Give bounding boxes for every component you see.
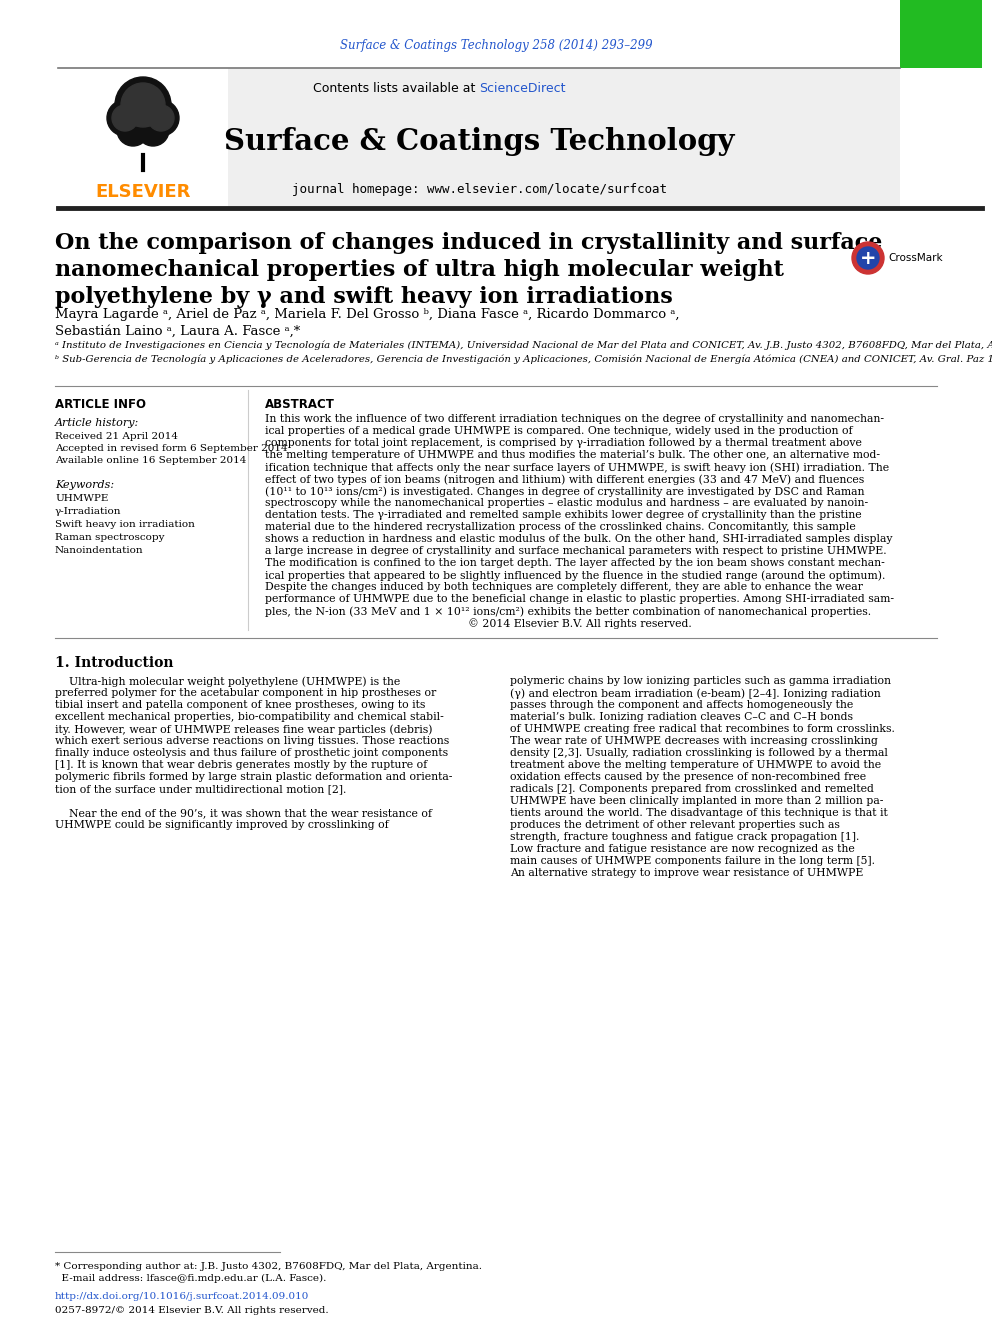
Text: ples, the N-ion (33 MeV and 1 × 10¹² ions/cm²) exhibits the better combination o: ples, the N-ion (33 MeV and 1 × 10¹² ion… [265,606,871,617]
Text: [1]. It is known that wear debris generates mostly by the rupture of: [1]. It is known that wear debris genera… [55,759,428,770]
Text: ᵇ Sub-Gerencia de Tecnología y Aplicaciones de Aceleradores, Gerencia de Investi: ᵇ Sub-Gerencia de Tecnología y Aplicacio… [55,355,992,365]
Text: the melting temperature of UHMWPE and thus modifies the material’s bulk. The oth: the melting temperature of UHMWPE and th… [265,450,880,460]
Text: ABSTRACT: ABSTRACT [265,398,335,411]
Text: ELSEVIER: ELSEVIER [95,183,190,201]
FancyBboxPatch shape [900,0,982,67]
Text: +: + [860,249,876,267]
Circle shape [137,114,169,146]
Text: http://dx.doi.org/10.1016/j.surfcoat.2014.09.010: http://dx.doi.org/10.1016/j.surfcoat.201… [55,1293,310,1301]
Text: Article history:: Article history: [55,418,139,429]
FancyBboxPatch shape [58,67,228,208]
Text: produces the detriment of other relevant properties such as: produces the detriment of other relevant… [510,820,840,830]
Text: (10¹¹ to 10¹³ ions/cm²) is investigated. Changes in degree of crystallinity are : (10¹¹ to 10¹³ ions/cm²) is investigated.… [265,486,864,496]
Text: © 2014 Elsevier B.V. All rights reserved.: © 2014 Elsevier B.V. All rights reserved… [265,618,691,628]
Text: Near the end of the 90’s, it was shown that the wear resistance of: Near the end of the 90’s, it was shown t… [55,808,432,818]
Text: performance of UHMWPE due to the beneficial change in elastic to plastic propert: performance of UHMWPE due to the benefic… [265,594,894,605]
Text: * Corresponding author at: J.B. Justo 4302, B7608FDQ, Mar del Plata, Argentina.: * Corresponding author at: J.B. Justo 43… [55,1262,482,1271]
Text: Raman spectroscopy: Raman spectroscopy [55,533,165,542]
Text: ity. However, wear of UHMWPE releases fine wear particles (debris): ity. However, wear of UHMWPE releases fi… [55,724,433,734]
Text: E-mail address: lfasce@fi.mdp.edu.ar (L.A. Fasce).: E-mail address: lfasce@fi.mdp.edu.ar (L.… [55,1274,326,1283]
Text: CrossMark: CrossMark [888,253,942,263]
Text: excellent mechanical properties, bio-compatibility and chemical stabil-: excellent mechanical properties, bio-com… [55,712,443,722]
Text: Surface & Coatings Technology 258 (2014) 293–299: Surface & Coatings Technology 258 (2014)… [339,38,653,52]
Text: oxidation effects caused by the presence of non-recombined free: oxidation effects caused by the presence… [510,773,866,782]
Text: main causes of UHMWPE components failure in the long term [5].: main causes of UHMWPE components failure… [510,856,875,867]
Text: polyethylene by γ and swift heavy ion irradiations: polyethylene by γ and swift heavy ion ir… [55,286,673,308]
Text: SURFACE
& COATINGS
TECHNOLOGY: SURFACE & COATINGS TECHNOLOGY [912,83,970,116]
Text: Available online 16 September 2014: Available online 16 September 2014 [55,456,246,464]
Text: of UHMWPE creating free radical that recombines to form crosslinks.: of UHMWPE creating free radical that rec… [510,724,895,734]
Text: 0257-8972/© 2014 Elsevier B.V. All rights reserved.: 0257-8972/© 2014 Elsevier B.V. All right… [55,1306,328,1315]
Text: Low fracture and fatigue resistance are now recognized as the: Low fracture and fatigue resistance are … [510,844,855,855]
Text: tion of the surface under multidirectional motion [2].: tion of the surface under multidirection… [55,785,346,794]
Text: a large increase in degree of crystallinity and surface mechanical parameters wi: a large increase in degree of crystallin… [265,546,887,556]
Text: components for total joint replacement, is comprised by γ-irradiation followed b: components for total joint replacement, … [265,438,862,448]
Text: material due to the hindered recrystallization process of the crosslinked chains: material due to the hindered recrystalli… [265,523,856,532]
Text: dentation tests. The γ-irradiated and remelted sample exhibits lower degree of c: dentation tests. The γ-irradiated and re… [265,509,862,520]
Circle shape [115,77,171,134]
Circle shape [107,101,143,136]
Text: effect of two types of ion beams (nitrogen and lithium) with different energies : effect of two types of ion beams (nitrog… [265,474,864,484]
Text: Despite the changes induced by both techniques are completely different, they ar: Despite the changes induced by both tech… [265,582,863,591]
Text: UHMWPE: UHMWPE [55,493,108,503]
Text: material’s bulk. Ionizing radiation cleaves C–C and C–H bonds: material’s bulk. Ionizing radiation clea… [510,712,853,722]
Text: Keywords:: Keywords: [55,480,114,490]
Text: ᵃ Instituto de Investigaciones en Ciencia y Tecnología de Materiales (INTEMA), U: ᵃ Instituto de Investigaciones en Cienci… [55,340,992,349]
Text: density [2,3]. Usually, radiation crosslinking is followed by a thermal: density [2,3]. Usually, radiation crossl… [510,747,888,758]
Text: In this work the influence of two different irradiation techniques on the degree: In this work the influence of two differ… [265,414,884,423]
Circle shape [852,242,884,274]
Text: nanomechanical properties of ultra high molecular weight: nanomechanical properties of ultra high … [55,259,784,280]
Text: radicals [2]. Components prepared from crosslinked and remelted: radicals [2]. Components prepared from c… [510,785,874,794]
Text: preferred polymer for the acetabular component in hip prostheses or: preferred polymer for the acetabular com… [55,688,436,699]
FancyBboxPatch shape [58,67,900,208]
Text: treatment above the melting temperature of UHMWPE to avoid the: treatment above the melting temperature … [510,759,881,770]
Text: Sebastián Laino ᵃ, Laura A. Fasce ᵃ,*: Sebastián Laino ᵃ, Laura A. Fasce ᵃ,* [55,325,301,337]
Text: polymeric chains by low ionizing particles such as gamma irradiation: polymeric chains by low ionizing particl… [510,676,891,687]
Text: Contents lists available at: Contents lists available at [312,82,479,94]
Text: journal homepage: www.elsevier.com/locate/surfcoat: journal homepage: www.elsevier.com/locat… [292,184,667,197]
Circle shape [121,83,165,127]
Text: Mayra Lagarde ᵃ, Ariel de Paz ᵃ, Mariela F. Del Grosso ᵇ, Diana Fasce ᵃ, Ricardo: Mayra Lagarde ᵃ, Ariel de Paz ᵃ, Mariela… [55,308,680,321]
Text: ical properties of a medical grade UHMWPE is compared. One technique, widely use: ical properties of a medical grade UHMWP… [265,426,853,437]
Text: Accepted in revised form 6 September 2014: Accepted in revised form 6 September 201… [55,445,288,452]
Text: ScienceDirect: ScienceDirect [479,82,565,94]
Text: Ultra-high molecular weight polyethylene (UHMWPE) is the: Ultra-high molecular weight polyethylene… [55,676,400,687]
Text: finally induce osteolysis and thus failure of prosthetic joint components: finally induce osteolysis and thus failu… [55,747,448,758]
Text: The modification is confined to the ion target depth. The layer affected by the : The modification is confined to the ion … [265,558,885,568]
Text: ARTICLE INFO: ARTICLE INFO [55,398,146,411]
Text: Swift heavy ion irradiation: Swift heavy ion irradiation [55,520,194,529]
Text: Received 21 April 2014: Received 21 April 2014 [55,433,178,441]
Text: γ-Irradiation: γ-Irradiation [55,507,121,516]
Circle shape [112,105,138,131]
Text: (γ) and electron beam irradiation (e-beam) [2–4]. Ionizing radiation: (γ) and electron beam irradiation (e-bea… [510,688,881,699]
Text: Nanoindentation: Nanoindentation [55,546,144,556]
Text: Surface & Coatings Technology: Surface & Coatings Technology [224,127,734,156]
Text: tients around the world. The disadvantage of this technique is that it: tients around the world. The disadvantag… [510,808,888,818]
Text: The wear rate of UHMWPE decreases with increasing crosslinking: The wear rate of UHMWPE decreases with i… [510,736,878,746]
Text: On the comparison of changes induced in crystallinity and surface: On the comparison of changes induced in … [55,232,882,254]
Text: which exert serious adverse reactions on living tissues. Those reactions: which exert serious adverse reactions on… [55,736,449,746]
Circle shape [148,105,174,131]
Text: shows a reduction in hardness and elastic modulus of the bulk. On the other hand: shows a reduction in hardness and elasti… [265,534,893,544]
Text: 1. Introduction: 1. Introduction [55,656,174,669]
Text: passes through the component and affects homogeneously the: passes through the component and affects… [510,700,853,710]
Text: ification technique that affects only the near surface layers of UHMWPE, is swif: ification technique that affects only th… [265,462,889,472]
Text: UHMWPE could be significantly improved by crosslinking of: UHMWPE could be significantly improved b… [55,820,389,830]
Text: tibial insert and patella component of knee prostheses, owing to its: tibial insert and patella component of k… [55,700,426,710]
Circle shape [857,247,879,269]
Text: UHMWPE have been clinically implanted in more than 2 million pa-: UHMWPE have been clinically implanted in… [510,796,883,806]
Circle shape [117,114,149,146]
Text: An alternative strategy to improve wear resistance of UHMWPE: An alternative strategy to improve wear … [510,868,863,878]
Text: spectroscopy while the nanomechanical properties – elastic modulus and hardness : spectroscopy while the nanomechanical pr… [265,497,868,508]
Circle shape [143,101,179,136]
Text: ical properties that appeared to be slightly influenced by the fluence in the st: ical properties that appeared to be slig… [265,570,886,581]
Text: strength, fracture toughness and fatigue crack propagation [1].: strength, fracture toughness and fatigue… [510,832,859,841]
Text: polymeric fibrils formed by large strain plastic deformation and orienta-: polymeric fibrils formed by large strain… [55,773,452,782]
